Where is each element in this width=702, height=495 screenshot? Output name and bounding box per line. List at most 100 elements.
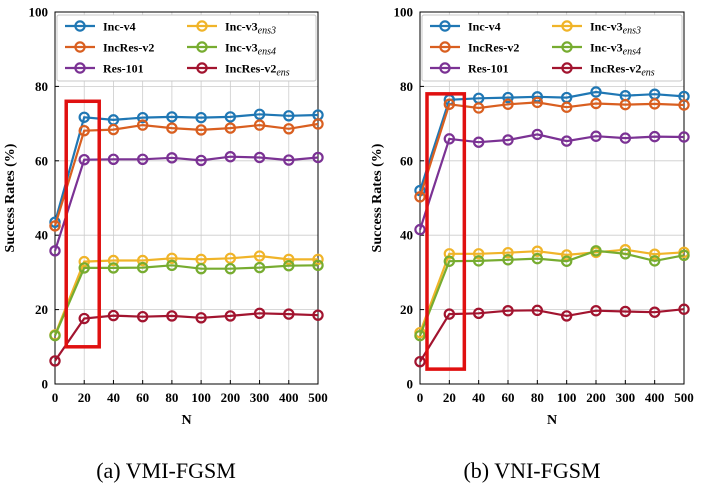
plot-frame xyxy=(54,11,319,385)
data-point-Inc-v3ens3 xyxy=(472,248,485,260)
data-point-IncRes-v2 xyxy=(590,97,602,110)
x-tick-label: 100 xyxy=(191,390,211,405)
data-point-IncRes-v2 xyxy=(166,122,178,134)
legend-swatch-marker xyxy=(439,20,451,32)
y-tick-label: 40 xyxy=(400,228,413,243)
data-point-IncRes-v2ens xyxy=(619,305,632,318)
x-tick-label: 0 xyxy=(417,390,424,405)
legend-entry-IncRes-v2ens: IncRes-v2ens xyxy=(590,62,655,79)
data-point-Inc-v3ens4 xyxy=(502,254,514,266)
data-point-Inc-v3ens4 xyxy=(78,262,90,274)
data-point-Res-101 xyxy=(283,154,295,166)
data-point-Inc-v4 xyxy=(78,111,90,123)
data-point-Inc-v3ens4 xyxy=(531,252,544,265)
data-point-IncRes-v2ens xyxy=(443,308,456,320)
x-axis-label: N xyxy=(181,413,191,428)
data-point-IncRes-v2ens xyxy=(531,304,544,317)
data-point-IncRes-v2 xyxy=(648,98,661,110)
y-tick-label: 40 xyxy=(35,228,48,243)
data-point-IncRes-v2ens xyxy=(49,355,61,367)
x-axis-label: N xyxy=(547,413,557,428)
data-point-IncRes-v2ens xyxy=(78,312,90,325)
data-point-IncRes-v2ens xyxy=(253,307,266,320)
data-point-Res-101 xyxy=(443,133,456,145)
data-point-IncRes-v2ens xyxy=(195,312,207,324)
data-point-IncRes-v2ens xyxy=(502,305,514,317)
data-point-Res-101 xyxy=(619,132,632,144)
data-point-Inc-v3ens3 xyxy=(560,249,573,261)
data-point-IncRes-v2 xyxy=(312,118,324,130)
data-point-Res-101 xyxy=(560,135,573,147)
data-point-Inc-v3ens4 xyxy=(224,262,237,275)
x-tick-label: 80 xyxy=(531,390,544,405)
data-point-Inc-v4 xyxy=(312,109,324,121)
data-point-Res-101 xyxy=(502,134,514,146)
legend-entry-Inc-v3ens4: Inc-v3ens4 xyxy=(590,41,641,58)
data-point-Inc-v3ens3 xyxy=(253,250,266,262)
data-point-Inc-v3ens4 xyxy=(472,255,485,267)
data-point-Inc-v3ens3 xyxy=(195,253,207,266)
x-tick-label: 300 xyxy=(250,390,270,405)
y-tick-label: 60 xyxy=(400,153,413,168)
data-point-IncRes-v2ens xyxy=(224,310,237,322)
data-point-Res-101 xyxy=(195,154,207,167)
data-point-Res-101 xyxy=(136,153,149,166)
legend-swatch-marker xyxy=(439,62,451,74)
data-point-Inc-v3ens4 xyxy=(590,245,602,257)
data-point-Inc-v3ens3 xyxy=(78,255,90,268)
y-tick-label: 100 xyxy=(29,5,49,20)
data-point-IncRes-v2 xyxy=(502,98,514,110)
y-tick-label: 100 xyxy=(394,5,414,20)
data-point-IncRes-v2ens xyxy=(312,309,324,321)
legend-entry-Res-101: Res-101 xyxy=(468,62,509,76)
highlight-box xyxy=(425,92,467,371)
data-point-Inc-v3ens4 xyxy=(107,262,120,274)
legend-swatch-marker xyxy=(196,41,208,53)
panel-caption: (a) VMI-FGSM xyxy=(96,458,236,483)
x-tick-label: 400 xyxy=(279,390,299,405)
data-point-Inc-v4 xyxy=(619,89,632,102)
data-point-IncRes-v2ens xyxy=(648,306,661,318)
legend-swatch-marker xyxy=(196,20,208,32)
legend-swatch-marker xyxy=(561,62,573,74)
legend-swatch-marker xyxy=(561,20,573,32)
series-line-Res-101 xyxy=(418,133,685,230)
data-point-IncRes-v2 xyxy=(560,101,573,113)
legend-entry-Inc-v3ens4: Inc-v3ens4 xyxy=(225,41,276,58)
data-point-IncRes-v2 xyxy=(414,191,426,203)
data-point-Res-101 xyxy=(472,136,485,148)
data-point-Inc-v3ens4 xyxy=(49,329,61,342)
data-point-Inc-v3ens4 xyxy=(443,255,456,267)
legend: Inc-v4 IncRes-v2 Res-101 Inc-v3ens3 Inc-v3en… xyxy=(56,14,317,82)
x-tick-label: 500 xyxy=(674,390,694,405)
data-point-Inc-v3ens3 xyxy=(648,248,661,260)
data-point-Res-101 xyxy=(49,245,61,257)
data-point-Inc-v3ens3 xyxy=(166,252,178,264)
x-tick-label: 200 xyxy=(586,390,606,405)
data-point-IncRes-v2ens xyxy=(283,308,295,320)
data-point-Res-101 xyxy=(414,223,426,236)
data-point-IncRes-v2 xyxy=(136,119,149,131)
data-point-IncRes-v2ens xyxy=(136,310,149,323)
legend-entry-Inc-v3ens3: Inc-v3ens3 xyxy=(590,20,641,37)
data-point-Inc-v4 xyxy=(590,86,602,98)
data-point-Res-101 xyxy=(678,131,690,143)
x-tick-label: 20 xyxy=(78,390,91,405)
data-point-Inc-v3ens4 xyxy=(678,249,690,261)
data-point-Inc-v4 xyxy=(166,111,178,123)
legend-swatch-marker xyxy=(74,20,86,32)
data-point-IncRes-v2 xyxy=(619,98,632,111)
series-line-Inc-v3ens4 xyxy=(418,249,685,337)
series-line-IncRes-v2 xyxy=(418,101,685,198)
data-point-IncRes-v2ens xyxy=(560,310,573,322)
data-point-Res-101 xyxy=(78,153,90,166)
data-point-Inc-v3ens3 xyxy=(443,248,456,260)
data-point-Res-101 xyxy=(224,151,237,163)
x-tick-label: 60 xyxy=(136,390,149,405)
data-point-IncRes-v2 xyxy=(107,123,120,136)
y-tick-label: 20 xyxy=(35,302,48,317)
series-line-Inc-v4 xyxy=(418,90,685,191)
series-line-Inc-v3ens4 xyxy=(53,264,319,337)
x-tick-label: 100 xyxy=(557,390,577,405)
series-line-IncRes-v2ens xyxy=(54,312,319,362)
